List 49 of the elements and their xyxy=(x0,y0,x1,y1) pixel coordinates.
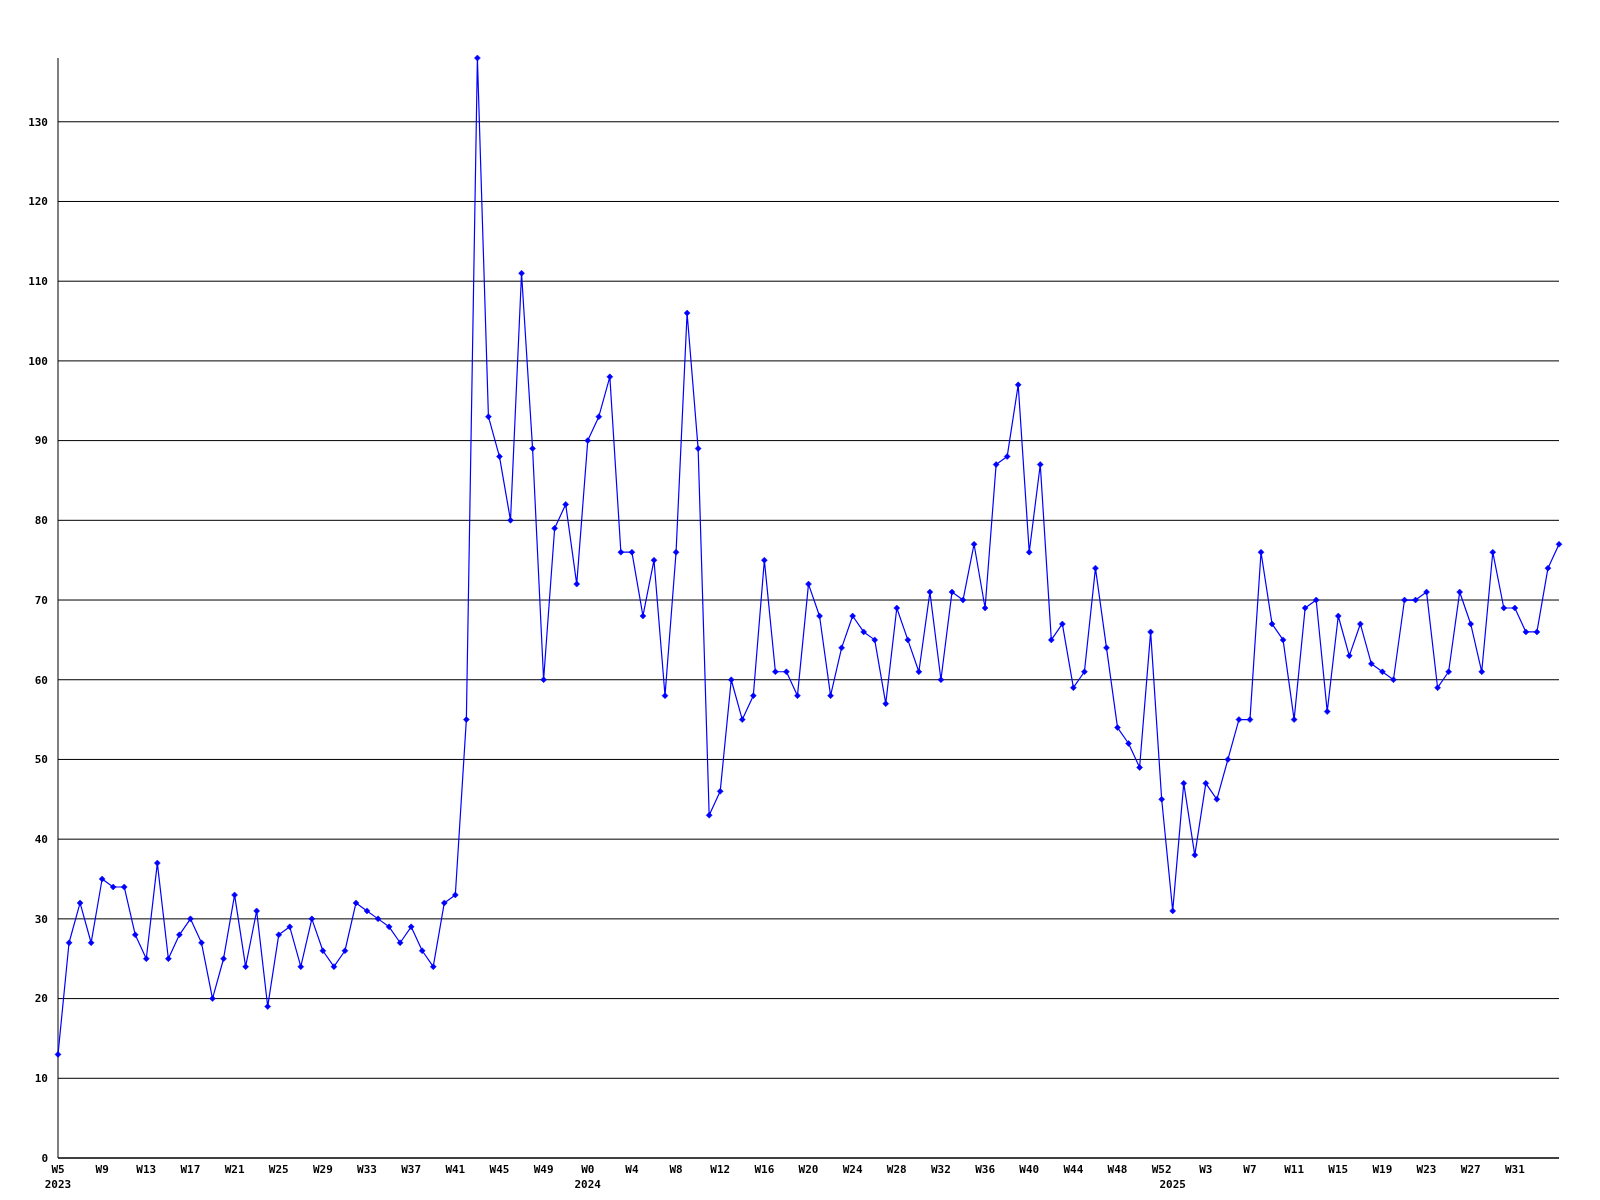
x-tick-label: W28 xyxy=(886,1163,907,1176)
y-tick-label: 30 xyxy=(34,912,48,926)
y-tick-label: 0 xyxy=(41,1151,48,1165)
x-tick-label: W7 xyxy=(1243,1163,1257,1176)
x-tick-label: W4 xyxy=(625,1163,639,1176)
x-tick-label: W49 xyxy=(533,1163,554,1176)
y-tick-label: 60 xyxy=(34,673,48,687)
y-tick-label: 80 xyxy=(34,514,48,528)
x-tick-label: W48 xyxy=(1107,1163,1128,1176)
y-tick-label: 100 xyxy=(28,354,48,368)
y-tick-label: 20 xyxy=(34,992,48,1006)
x-tick-label: W8 xyxy=(669,1163,683,1176)
x-tick-label: W12 xyxy=(710,1163,731,1176)
x-tick-label: W52 xyxy=(1151,1163,1172,1176)
y-tick-label: 110 xyxy=(28,275,48,289)
x-tick-label: W27 xyxy=(1460,1163,1481,1176)
x-tick-label: W20 xyxy=(798,1163,819,1176)
x-tick-label: 2025 xyxy=(1159,1178,1186,1191)
x-tick-label: W19 xyxy=(1372,1163,1393,1176)
x-tick-label: W32 xyxy=(931,1163,951,1176)
y-tick-label: 50 xyxy=(34,753,48,767)
x-tick-label: W13 xyxy=(136,1163,157,1176)
x-tick-label: W9 xyxy=(95,1163,109,1176)
x-tick-label: W45 xyxy=(489,1163,510,1176)
y-tick-label: 90 xyxy=(34,434,48,448)
x-tick-label: W21 xyxy=(224,1163,245,1176)
x-tick-label: W15 xyxy=(1328,1163,1349,1176)
x-tick-label: W33 xyxy=(357,1163,377,1176)
x-tick-label: W44 xyxy=(1063,1163,1084,1176)
x-tick-label: W11 xyxy=(1284,1163,1305,1176)
y-tick-label: 70 xyxy=(34,593,48,607)
y-tick-label: 40 xyxy=(34,833,48,847)
y-tick-label: 130 xyxy=(28,115,48,129)
x-tick-label: W37 xyxy=(401,1163,422,1176)
x-tick-label: W5 2023 xyxy=(44,1163,72,1191)
y-tick-label: 120 xyxy=(28,195,48,209)
x-tick-label: W23 xyxy=(1416,1163,1437,1176)
x-tick-label: W31 xyxy=(1504,1163,1526,1176)
x-tick-label: W17 xyxy=(180,1163,201,1176)
x-tick-label: W25 xyxy=(268,1163,289,1176)
x-tick-label: W24 xyxy=(842,1163,863,1176)
x-tick-label: W41 xyxy=(445,1163,466,1176)
x-tick-label: W16 xyxy=(754,1163,775,1176)
y-tick-label: 10 xyxy=(34,1072,48,1086)
x-tick-label: W36 xyxy=(975,1163,996,1176)
x-tick-label: W40 xyxy=(1019,1163,1040,1176)
x-tick-label: W29 xyxy=(312,1163,333,1176)
x-tick-label: W0 2024 xyxy=(574,1163,602,1191)
x-tick-label: W3 xyxy=(1199,1163,1213,1176)
